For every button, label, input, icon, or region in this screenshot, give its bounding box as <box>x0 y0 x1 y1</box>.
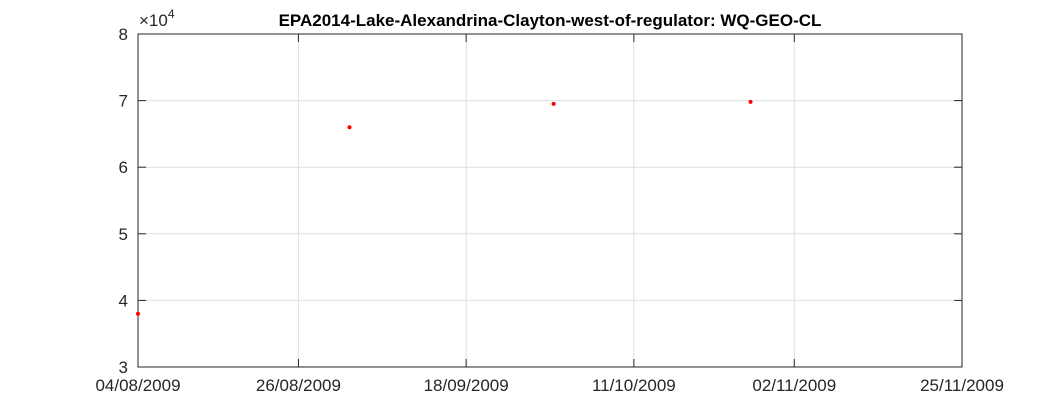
y-tick-label: 8 <box>119 25 128 44</box>
y-multiplier-exponent: 4 <box>168 7 175 21</box>
data-point <box>748 99 753 104</box>
plot-frame <box>137 33 963 368</box>
y-exponent-label: ×104 <box>139 7 175 30</box>
chart-title: EPA2014-Lake-Alexandrina-Clayton-west-of… <box>279 11 822 30</box>
y-tick-labels: 3 4 5 6 7 8 <box>119 25 128 377</box>
y-multiplier: ×10 <box>139 11 168 30</box>
x-tick-labels: 04/08/2009 26/08/2009 18/09/2009 11/10/2009… <box>95 376 1003 395</box>
x-tick-label: 25/11/2009 <box>920 376 1004 395</box>
data-point <box>347 125 352 130</box>
x-tick-label: 26/08/2009 <box>256 376 341 395</box>
x-tick-label: 11/10/2009 <box>592 376 676 395</box>
x-axis-ticks <box>137 34 963 367</box>
y-tick-label: 6 <box>119 158 128 177</box>
data-points <box>136 99 753 316</box>
y-axis-ticks <box>138 33 962 368</box>
y-tick-label: 5 <box>119 225 128 244</box>
x-tick-label: 04/08/2009 <box>95 376 180 395</box>
data-point <box>136 311 140 316</box>
x-tick-label: 18/09/2009 <box>424 376 509 395</box>
x-tick-label: 02/11/2009 <box>752 376 836 395</box>
plot-area <box>138 34 962 367</box>
data-point <box>551 101 556 106</box>
y-tick-label: 4 <box>119 291 128 310</box>
y-tick-label: 3 <box>119 358 128 377</box>
y-tick-label: 7 <box>119 92 128 111</box>
